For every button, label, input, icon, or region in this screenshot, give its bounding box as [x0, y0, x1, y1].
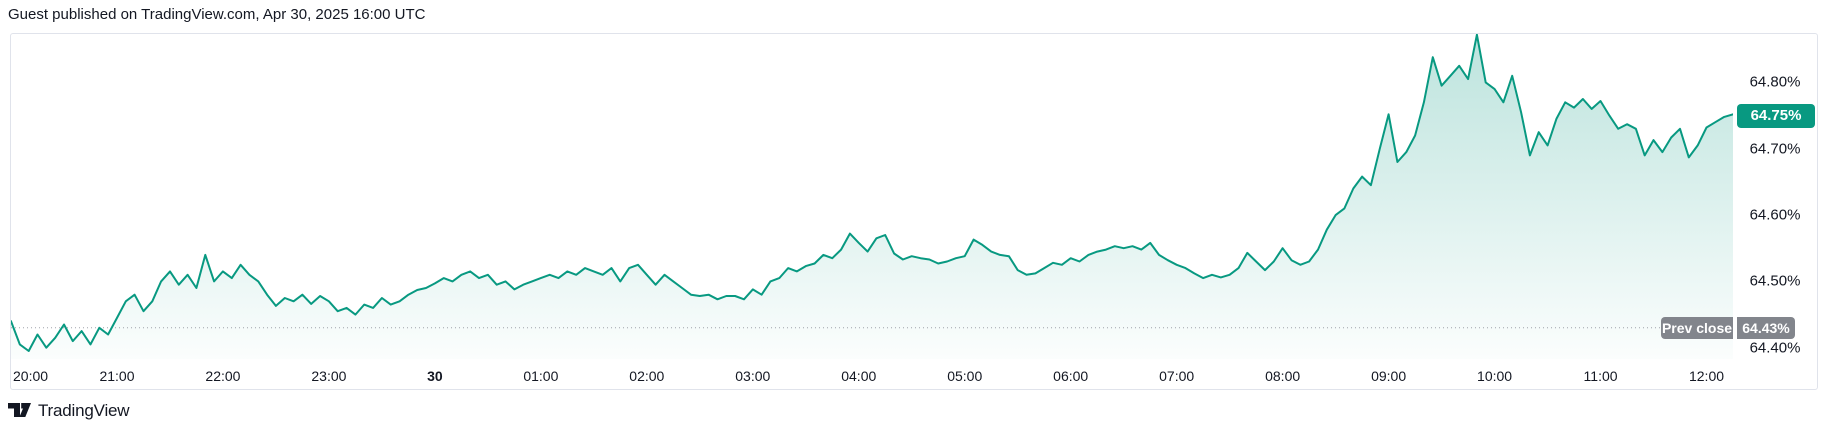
chart-widget[interactable]: Prev close 64.75% 64.43% 64.80% 64.70% 64.… — [10, 33, 1818, 390]
x-axis-label: 04:00 — [841, 368, 877, 384]
x-axis-label: 03:00 — [735, 368, 771, 384]
x-axis-label: 21:00 — [99, 368, 135, 384]
x-axis-label: 23:00 — [311, 368, 347, 384]
x-axis-label: 12:00 — [1688, 368, 1725, 384]
prev-close-value-badge: 64.43% — [1737, 316, 1795, 339]
area-chart — [11, 34, 1733, 359]
x-axis-label: 01:00 — [523, 368, 559, 384]
y-axis-label: 64.40% — [1749, 339, 1801, 357]
x-axis-label: 20:00 — [13, 368, 49, 384]
y-axis-label: 64.80% — [1749, 73, 1801, 91]
x-axis-label: 07:00 — [1159, 368, 1195, 384]
chart-plot-area[interactable]: Prev close — [11, 34, 1733, 360]
current-value-badge: 64.75% — [1737, 103, 1815, 128]
x-axis-label: 05:00 — [947, 368, 983, 384]
y-axis-label: 64.70% — [1749, 140, 1801, 158]
tradingview-logo-icon — [8, 403, 31, 417]
x-axis-label: 10:00 — [1477, 368, 1513, 384]
tradingview-brand-text: TradingView — [38, 401, 130, 420]
x-axis-label: 08:00 — [1265, 368, 1301, 384]
price-scale: 64.75% 64.43% 64.80% 64.70% 64.60% 64.50% 64… — [1733, 34, 1817, 360]
y-axis-label: 64.60% — [1749, 206, 1801, 224]
y-axis-label: 64.50% — [1749, 272, 1801, 290]
x-axis-label: 11:00 — [1583, 368, 1618, 384]
x-axis-label: 30 — [427, 368, 443, 384]
prev-close-badge: Prev close — [1661, 316, 1733, 339]
time-axis: 20:00 21:00 22:00 23:00 30 01:00 02:00 03:00 04:… — [11, 360, 1733, 389]
x-axis-label: 22:00 — [205, 368, 241, 384]
attribution-text: Guest published on TradingView.com, Apr … — [8, 6, 426, 23]
x-axis-label: 06:00 — [1053, 368, 1089, 384]
footer: TradingView — [8, 398, 130, 424]
tradingview-link[interactable]: TradingView — [8, 401, 130, 421]
x-axis-label: 09:00 — [1371, 368, 1407, 384]
x-axis-label: 02:00 — [629, 368, 665, 384]
